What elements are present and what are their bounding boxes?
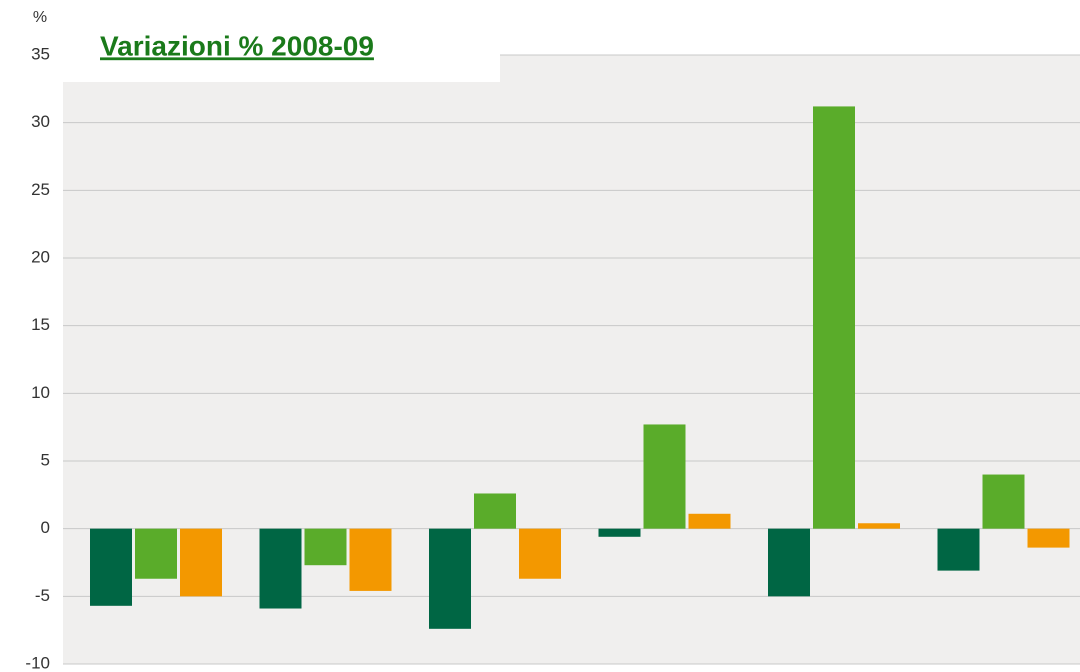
bar bbox=[349, 528, 392, 591]
y-tick-label: 15 bbox=[31, 315, 50, 334]
y-tick-label: 30 bbox=[31, 112, 50, 131]
bar bbox=[90, 528, 132, 606]
plot-background bbox=[63, 55, 1080, 664]
bar bbox=[259, 528, 302, 609]
y-tick-label: 5 bbox=[41, 450, 50, 469]
y-tick-label: -5 bbox=[35, 586, 50, 605]
bar bbox=[643, 424, 686, 529]
bar bbox=[180, 528, 222, 597]
chart-title: Variazioni % 2008-09 bbox=[100, 30, 374, 61]
y-tick-label: 25 bbox=[31, 180, 50, 199]
bar bbox=[813, 106, 855, 529]
y-tick-label: 20 bbox=[31, 247, 50, 266]
bar bbox=[937, 528, 980, 571]
bar bbox=[429, 528, 471, 629]
bar bbox=[982, 474, 1025, 529]
bar bbox=[688, 513, 731, 529]
bar bbox=[768, 528, 810, 597]
bar bbox=[598, 528, 641, 537]
bar bbox=[858, 523, 900, 529]
title-box bbox=[63, 20, 500, 82]
bar bbox=[304, 528, 347, 566]
bar bbox=[519, 528, 561, 579]
bar bbox=[1027, 528, 1070, 548]
bar bbox=[474, 493, 516, 529]
y-axis-label: % bbox=[33, 9, 47, 26]
y-tick-label: 0 bbox=[41, 518, 50, 537]
y-tick-label: -10 bbox=[25, 653, 50, 672]
y-tick-label: 10 bbox=[31, 383, 50, 402]
y-tick-label: 35 bbox=[31, 44, 50, 63]
bar bbox=[135, 528, 177, 579]
